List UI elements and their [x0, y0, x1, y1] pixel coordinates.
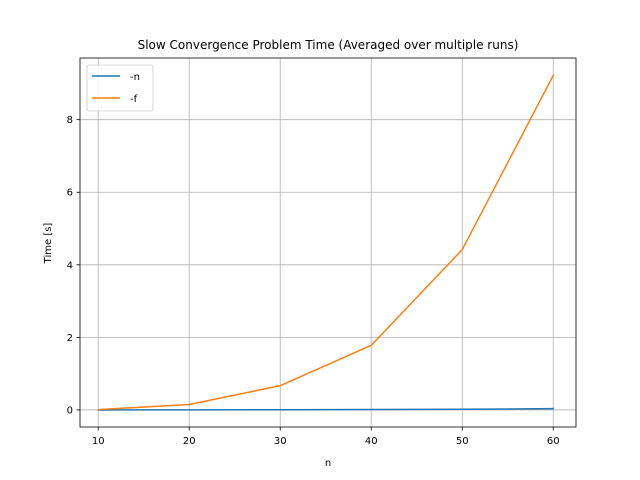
y-tick-label: 6 [67, 188, 73, 199]
series-line-f [97, 74, 555, 411]
y-tick-label: 2 [67, 333, 73, 344]
y-axis-label: Time [s] [43, 223, 54, 265]
series-line-n [97, 407, 555, 411]
x-tick-label: 50 [456, 436, 469, 447]
x-axis-label: n [325, 458, 331, 469]
x-tick-label: 20 [183, 436, 196, 447]
legend-label-n: -n [130, 72, 140, 83]
legend-label-f: -f [130, 94, 138, 105]
x-tick-label: 30 [274, 436, 287, 447]
series-layer [97, 74, 555, 411]
plot-frame [79, 57, 577, 428]
y-tick-label: 4 [67, 260, 73, 271]
x-tick-label: 10 [92, 436, 105, 447]
grid-layer [80, 58, 576, 427]
legend: -n -f [86, 64, 154, 112]
chart-title: Slow Convergence Problem Time (Averaged … [138, 38, 519, 52]
legend-box [86, 64, 154, 112]
tick-layer: 10 20 30 40 50 60 0 2 4 6 8 [67, 115, 560, 447]
y-tick-label: 8 [67, 115, 73, 126]
x-tick-label: 40 [365, 436, 378, 447]
y-tick-label: 0 [67, 405, 73, 416]
x-tick-label: 60 [547, 436, 560, 447]
